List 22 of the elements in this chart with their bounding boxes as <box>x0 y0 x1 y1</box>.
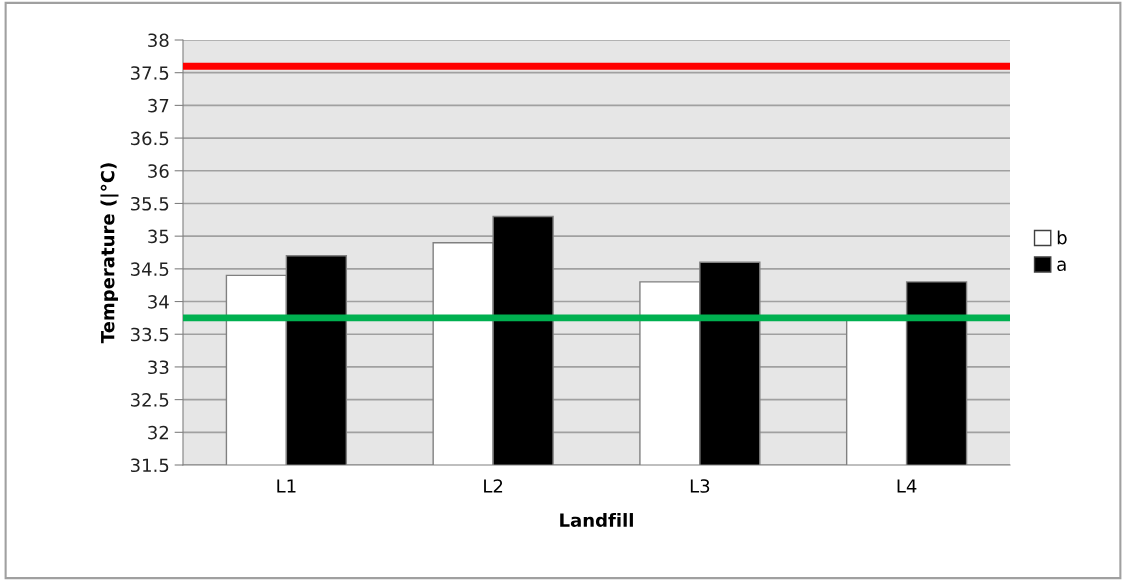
y-tick-label: 35.5 <box>130 196 169 211</box>
y-tick-label: 37.5 <box>130 66 169 80</box>
y-axis-title: Temperature (|°C) <box>100 163 119 344</box>
y-tick-label: 38 <box>148 33 169 48</box>
x-tick-label: L4 <box>897 479 917 493</box>
y-tick-label: 36.5 <box>130 131 169 146</box>
y-tick-label: 36 <box>148 164 169 178</box>
x-tick-label: L3 <box>690 479 710 493</box>
y-tick-label: 34 <box>148 295 169 309</box>
y-tick-label: 35 <box>148 229 169 244</box>
x-axis-title: Landfill <box>560 513 633 528</box>
legend-label: b <box>1057 230 1067 245</box>
x-tick-label: L1 <box>277 479 296 493</box>
y-tick-label: 32 <box>148 425 168 440</box>
y-tick-label: 37 <box>148 98 169 113</box>
y-tick-label: 33.5 <box>130 327 169 342</box>
y-tick-label: 33 <box>148 360 169 375</box>
y-tick-label: 32.5 <box>130 393 169 407</box>
y-tick-label: 31.5 <box>130 458 169 473</box>
x-tick-label: L2 <box>484 479 503 493</box>
y-tick-label: 34.5 <box>130 262 169 276</box>
legend-label: a <box>1057 260 1066 271</box>
